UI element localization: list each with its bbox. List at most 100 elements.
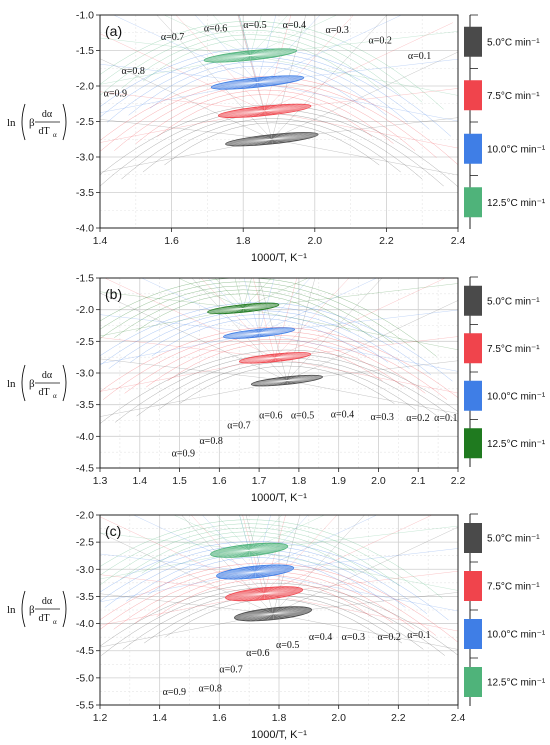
blob-spoke xyxy=(227,81,258,83)
mesh-arc xyxy=(164,122,380,166)
blob-spoke xyxy=(271,138,308,140)
blob-spoke xyxy=(248,571,256,579)
x-tick-label: 2.2 xyxy=(379,235,394,247)
blob-spoke xyxy=(250,55,267,59)
blob-spoke xyxy=(250,53,291,56)
blob-spoke xyxy=(272,613,274,620)
blob-spoke xyxy=(286,380,306,383)
x-tick-label: 2.4 xyxy=(451,712,466,724)
blob-spoke xyxy=(250,49,296,56)
blob-spoke xyxy=(253,332,260,338)
blob-spoke xyxy=(255,571,275,576)
legend-swatch xyxy=(464,80,482,111)
mesh-spoke xyxy=(259,309,458,334)
mesh-arc xyxy=(100,278,437,357)
y-tick-label: -2.0 xyxy=(76,81,94,93)
blob-spoke xyxy=(231,308,244,314)
blob-spoke xyxy=(259,332,272,336)
series-12.5°C min⁻¹ xyxy=(207,302,280,315)
blob-spoke xyxy=(235,332,260,334)
blob-spoke xyxy=(241,51,251,56)
blob-spoke xyxy=(221,571,256,573)
y-label-numerator: dα xyxy=(42,109,53,120)
blob-spoke xyxy=(275,353,311,358)
y-label-denominator: dT xyxy=(38,387,49,398)
blob-spoke xyxy=(239,593,265,601)
mesh-spoke xyxy=(100,332,260,364)
blob-spoke xyxy=(262,355,276,358)
y-tick-label: -4.0 xyxy=(76,223,94,235)
legend-swatch xyxy=(464,523,482,553)
blob-spoke xyxy=(250,54,287,56)
blob-spoke xyxy=(249,139,272,146)
alpha-label: α=0.6 xyxy=(246,648,269,659)
grid xyxy=(99,14,459,229)
blob-spoke xyxy=(236,305,244,309)
legend-swatch xyxy=(464,26,482,57)
blob-spoke xyxy=(221,82,258,84)
blob-spoke xyxy=(257,81,294,83)
blob-spoke xyxy=(216,550,250,557)
blob-spoke xyxy=(253,610,274,614)
x-tick-label: 1.4 xyxy=(152,712,167,724)
mesh-spoke xyxy=(216,515,250,551)
blob-spoke xyxy=(274,353,281,358)
y-tick-label: -2.5 xyxy=(76,116,94,128)
blob-spoke xyxy=(257,593,265,601)
blob-spoke xyxy=(274,352,287,358)
mesh-arc xyxy=(157,94,373,137)
mesh-spoke xyxy=(271,51,458,140)
mesh-arc xyxy=(100,25,423,103)
blob-spoke xyxy=(239,613,274,615)
legend-swatch xyxy=(464,380,482,411)
blob-spoke xyxy=(220,55,251,63)
mesh-arc xyxy=(100,326,458,399)
mesh-arc xyxy=(100,104,458,188)
mesh-arc xyxy=(108,310,410,369)
legend-entry: 12.5°C min⁻¹ xyxy=(487,439,546,450)
series-5.0°C min⁻¹ xyxy=(234,606,313,622)
blob-spoke xyxy=(256,139,272,146)
blob-spoke xyxy=(251,593,265,601)
blob-spoke xyxy=(249,543,256,551)
blob-spoke xyxy=(222,571,256,579)
blob-spoke xyxy=(225,306,244,309)
mesh-arc xyxy=(100,519,443,599)
blob-spoke xyxy=(217,571,256,576)
blob-spoke xyxy=(264,109,301,112)
blob-spoke xyxy=(264,590,303,594)
series-10.0°C min⁻¹ xyxy=(223,327,296,339)
y-tick-label: -2.5 xyxy=(76,336,94,348)
mesh-spoke xyxy=(250,55,458,96)
y-tick-label: -1.5 xyxy=(76,45,94,57)
blob-spoke xyxy=(224,550,250,558)
mesh-spoke xyxy=(132,515,256,573)
blob-spoke xyxy=(264,110,281,114)
alpha-label: α=0.2 xyxy=(377,632,400,643)
blob-spoke xyxy=(254,566,256,573)
blob-spoke xyxy=(249,543,268,551)
blob-spoke xyxy=(264,105,273,111)
mesh-arc xyxy=(100,567,437,636)
mesh-arc xyxy=(100,20,444,110)
x-tick-label: 1.4 xyxy=(93,235,108,247)
panel-label: (b) xyxy=(105,286,122,302)
blob-spoke xyxy=(234,110,265,112)
panel-label: (c) xyxy=(105,523,121,539)
legend-entry: 10.0°C min⁻¹ xyxy=(487,630,546,641)
blob-spoke xyxy=(264,105,311,112)
blob-spoke xyxy=(264,108,306,112)
blob-spoke xyxy=(274,357,288,361)
mesh-spoke xyxy=(177,278,244,309)
mesh-arc xyxy=(121,113,423,180)
blob-spoke xyxy=(230,571,256,580)
mesh-spoke xyxy=(239,515,250,551)
blob-spoke xyxy=(255,568,294,573)
blob-spoke xyxy=(259,332,283,334)
legend-swatch xyxy=(464,667,482,697)
y-label-paren-left xyxy=(21,103,26,141)
y-tick-label: -2.0 xyxy=(76,304,94,316)
blob-spoke xyxy=(254,571,256,578)
blob-spoke xyxy=(249,550,270,554)
mesh-spoke xyxy=(100,593,265,626)
